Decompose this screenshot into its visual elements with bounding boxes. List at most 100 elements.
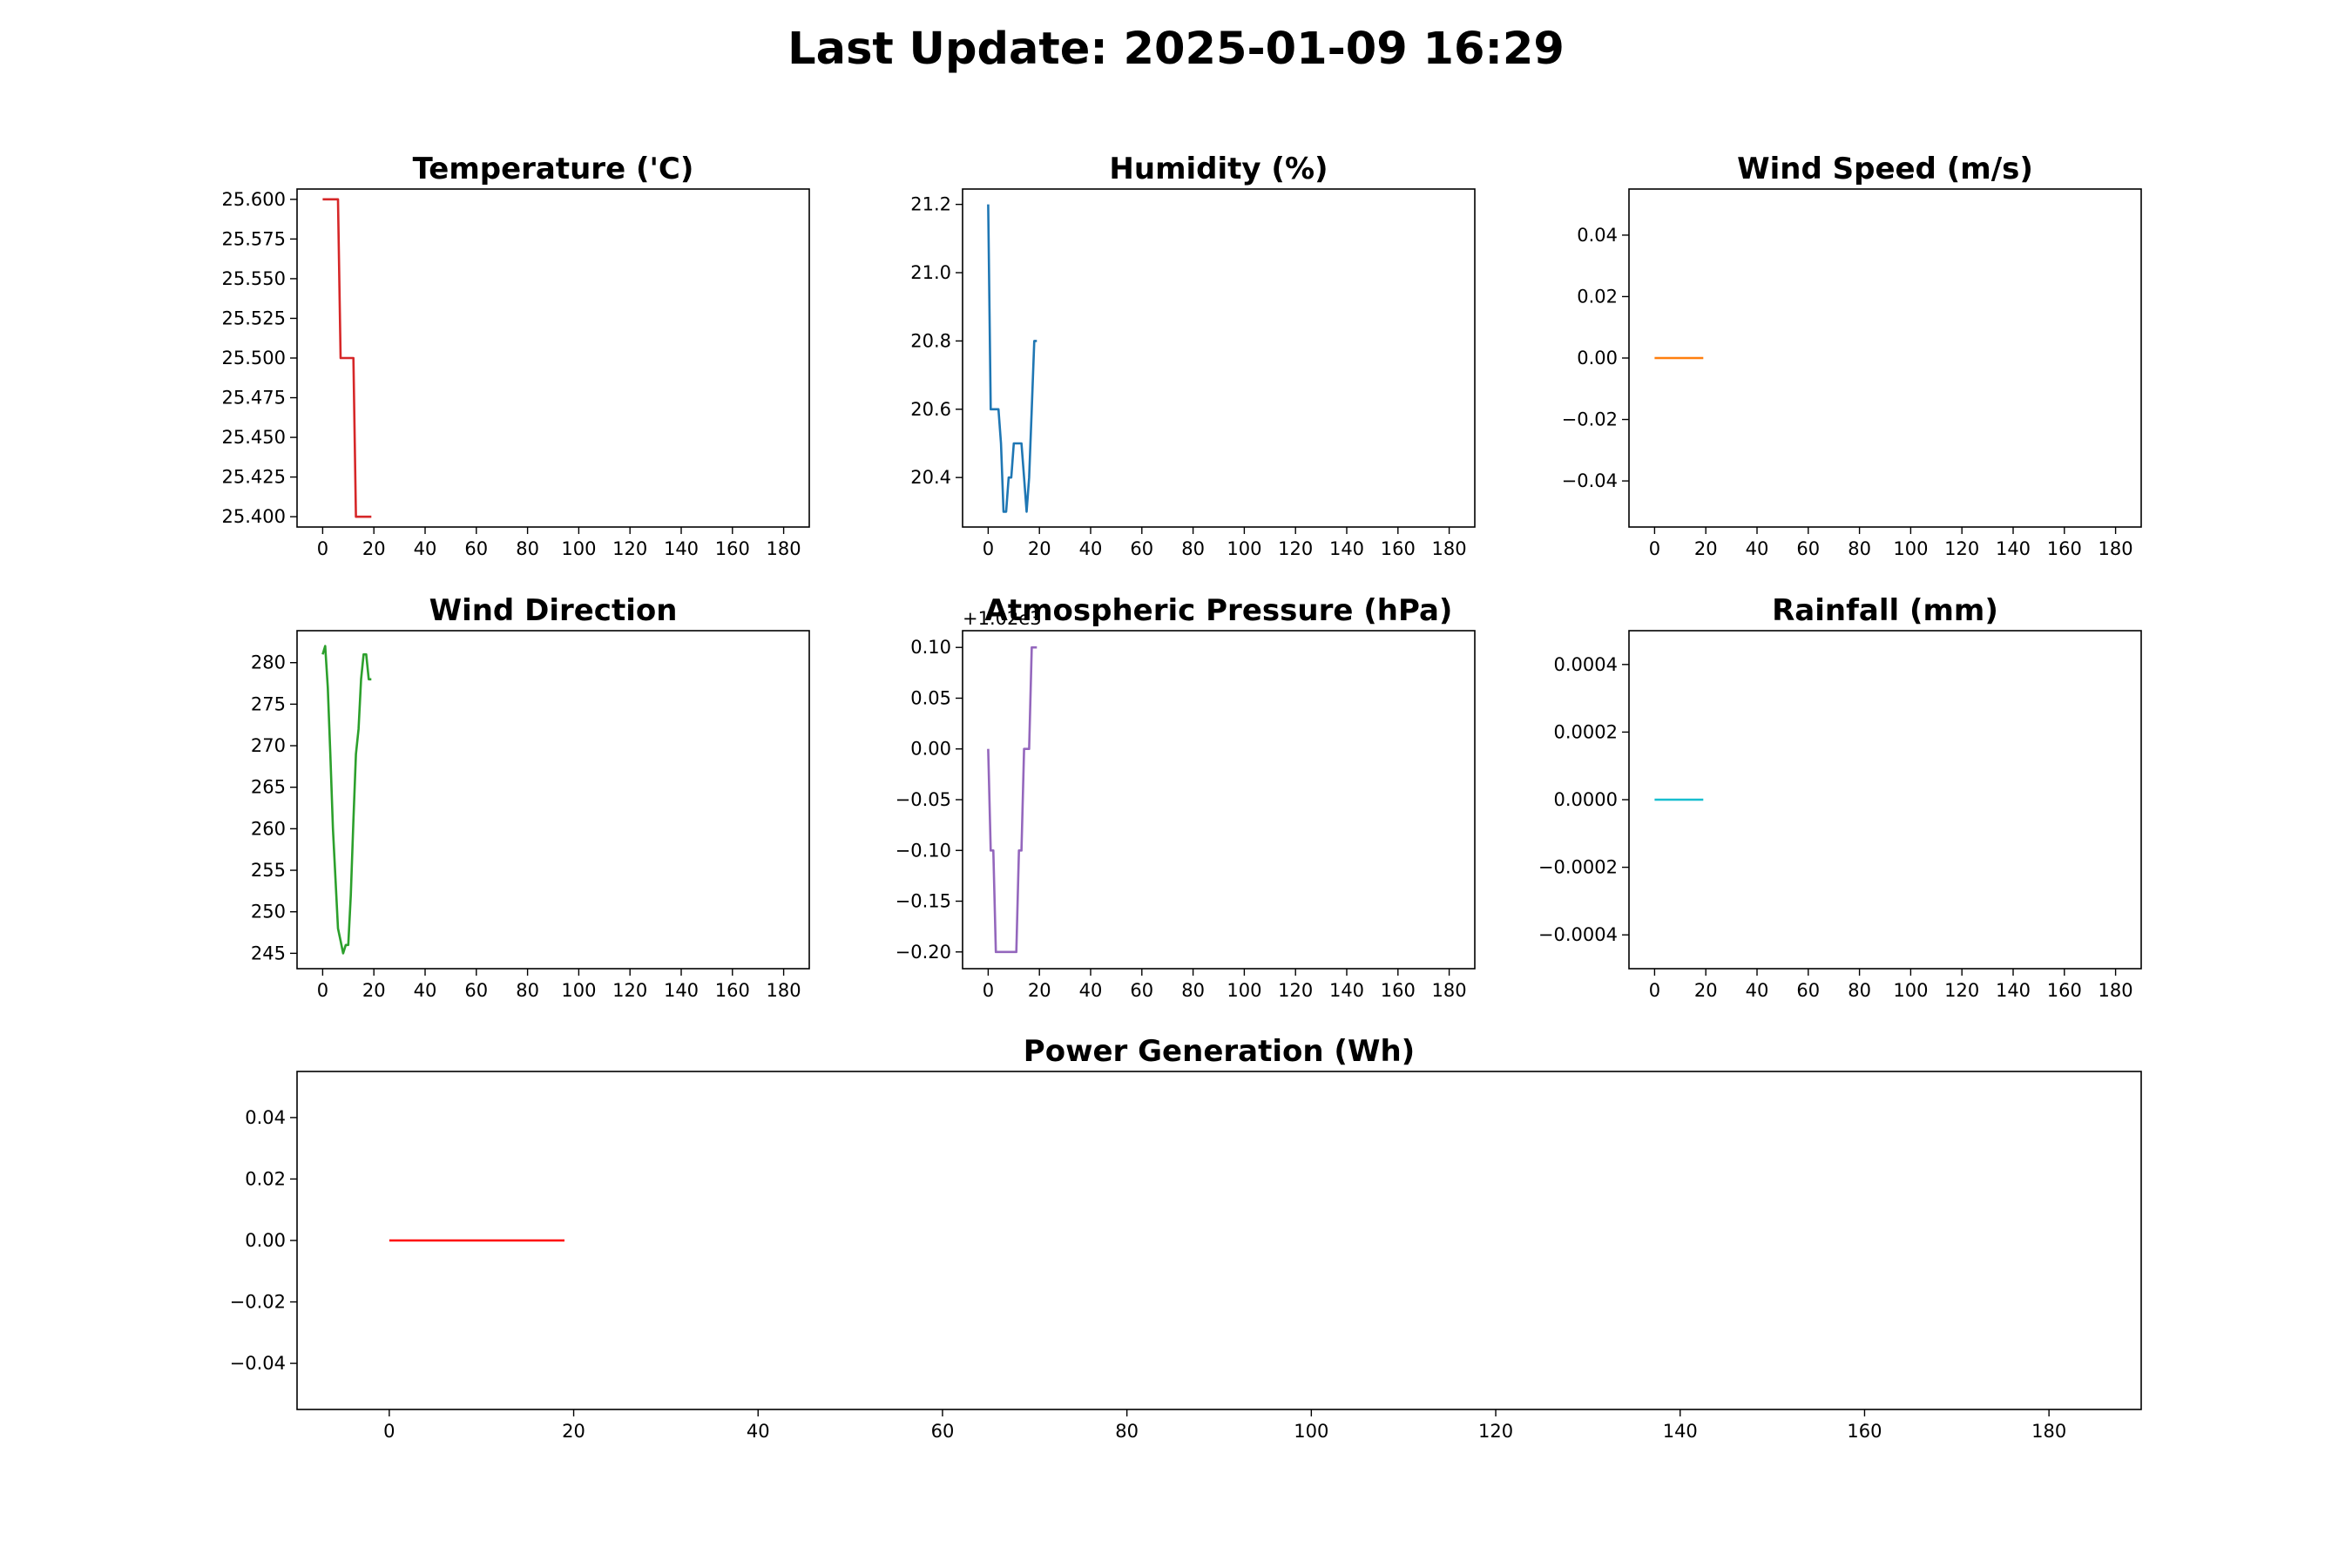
series-line: [322, 198, 372, 518]
x-tick-label: 60: [1130, 538, 1153, 559]
y-tick-label: −0.15: [896, 891, 951, 912]
x-tick-label: 120: [612, 538, 647, 559]
series-line: [987, 645, 1037, 954]
y-tick-label: 25.575: [222, 228, 286, 249]
x-tick-label: 60: [931, 1421, 955, 1442]
y-tick-label: 25.425: [222, 467, 286, 488]
x-tick-label: 60: [464, 980, 488, 1001]
x-tick-label: 140: [1329, 980, 1364, 1001]
x-tick-label: 120: [1278, 980, 1313, 1001]
plot-frame: [1628, 188, 2142, 528]
x-tick-label: 40: [1079, 980, 1103, 1001]
x-tick-label: 140: [664, 980, 699, 1001]
x-tick-label: 100: [1893, 538, 1928, 559]
x-tick-label: 60: [1796, 980, 1820, 1001]
x-tick-label: 80: [516, 980, 539, 1001]
y-tick-label: 0.0002: [1554, 721, 1618, 742]
chart-4: Atmospheric Pressure (hPa) 0 20 40 60 80 100 12…: [896, 593, 1476, 1001]
y-tick-label: 260: [251, 818, 286, 839]
y-tick-label: 21.0: [910, 262, 951, 283]
x-tick-label: 160: [1847, 1421, 1882, 1442]
x-tick-label: 160: [715, 980, 750, 1001]
plot-frame: [296, 188, 810, 528]
x-tick-label: 20: [1694, 538, 1718, 559]
x-tick-label: 40: [747, 1421, 770, 1442]
x-tick-label: 180: [1432, 980, 1467, 1001]
x-tick-label: 160: [2047, 538, 2082, 559]
chart-title: Wind Speed (m/s): [1737, 152, 2033, 186]
y-tick-label: 25.450: [222, 427, 286, 448]
x-tick-label: 180: [767, 538, 801, 559]
series-line: [987, 204, 1037, 513]
series-line: [321, 645, 372, 955]
x-tick-label: 180: [1432, 538, 1467, 559]
chart-0: Temperature ('C) 0 20 40 60 80 100 120 140 160 180…: [222, 152, 810, 559]
plot-frame: [296, 1071, 2142, 1410]
y-tick-label: 21.2: [910, 194, 951, 215]
y-tick-label: 0.00: [245, 1230, 286, 1251]
x-tick-label: 140: [664, 538, 699, 559]
chart-6: Power Generation (Wh) 0 20 40 60 80 100 120 140 1…: [230, 1034, 2142, 1442]
chart-2: Wind Speed (m/s) 0 20 40 60 80 100 120 140 160 180…: [1562, 152, 2142, 559]
x-tick-label: 160: [715, 538, 750, 559]
x-tick-label: 0: [983, 980, 994, 1001]
chart-title: Power Generation (Wh): [1024, 1034, 1415, 1069]
y-tick-label: 20.4: [910, 467, 951, 488]
chart-title: Humidity (%): [1109, 152, 1328, 186]
page-title: Last Update: 2025-01-09 16:29: [787, 24, 1565, 75]
x-tick-label: 160: [1381, 980, 1416, 1001]
x-tick-label: 120: [612, 980, 647, 1001]
x-tick-label: 20: [362, 980, 386, 1001]
x-tick-label: 80: [1115, 1421, 1139, 1442]
x-tick-label: 140: [1663, 1421, 1698, 1442]
y-offset-label: +1.02e3: [963, 608, 1042, 629]
x-tick-label: 100: [1294, 1421, 1328, 1442]
x-tick-label: 180: [2099, 980, 2133, 1001]
y-tick-label: −0.0004: [1538, 924, 1618, 945]
y-tick-label: 25.500: [222, 348, 286, 368]
y-tick-label: 275: [251, 693, 286, 714]
y-tick-label: 20.6: [910, 399, 951, 420]
x-tick-label: 60: [464, 538, 488, 559]
y-tick-label: −0.04: [1562, 470, 1618, 491]
x-tick-label: 140: [1996, 538, 2031, 559]
x-tick-label: 120: [1944, 980, 1979, 1001]
x-tick-label: 100: [1227, 538, 1261, 559]
x-tick-label: 100: [561, 538, 596, 559]
x-tick-label: 100: [1227, 980, 1261, 1001]
y-tick-label: −0.02: [1562, 409, 1618, 430]
x-tick-label: 80: [1181, 980, 1205, 1001]
x-tick-label: 100: [1893, 980, 1928, 1001]
x-tick-label: 40: [414, 538, 437, 559]
y-tick-label: −0.0002: [1538, 857, 1618, 878]
y-tick-label: −0.20: [896, 942, 951, 963]
x-tick-label: 20: [562, 1421, 585, 1442]
y-tick-label: 270: [251, 735, 286, 756]
y-tick-label: 0.0004: [1554, 654, 1618, 675]
x-tick-label: 140: [1329, 538, 1364, 559]
y-tick-label: 280: [251, 652, 286, 673]
y-tick-label: −0.10: [896, 840, 951, 861]
chart-title: Rainfall (mm): [1772, 593, 1998, 628]
chart-title: Temperature ('C): [413, 152, 694, 186]
x-tick-label: 160: [1381, 538, 1416, 559]
y-tick-label: 25.600: [222, 189, 286, 210]
chart-title: Atmospheric Pressure (hPa): [985, 593, 1453, 628]
y-tick-label: −0.05: [896, 789, 951, 810]
y-tick-label: 250: [251, 902, 286, 923]
y-tick-label: 0.02: [1577, 286, 1618, 307]
x-tick-label: 0: [383, 1421, 395, 1442]
x-tick-label: 80: [1848, 538, 1871, 559]
x-tick-label: 80: [1848, 980, 1871, 1001]
y-tick-label: 0.05: [910, 687, 951, 708]
chart-5: Rainfall (mm) 0 20 40 60 80 100 120 140 160 180 −0.…: [1538, 593, 2142, 1001]
x-tick-label: 140: [1996, 980, 2031, 1001]
y-tick-label: 25.475: [222, 388, 286, 409]
plot-frame: [962, 188, 1476, 528]
x-tick-label: 0: [1649, 538, 1660, 559]
chart-title: Wind Direction: [429, 593, 678, 628]
x-tick-label: 180: [767, 980, 801, 1001]
x-tick-label: 20: [1028, 538, 1051, 559]
y-tick-label: 0.00: [910, 739, 951, 760]
x-tick-label: 40: [1746, 538, 1769, 559]
